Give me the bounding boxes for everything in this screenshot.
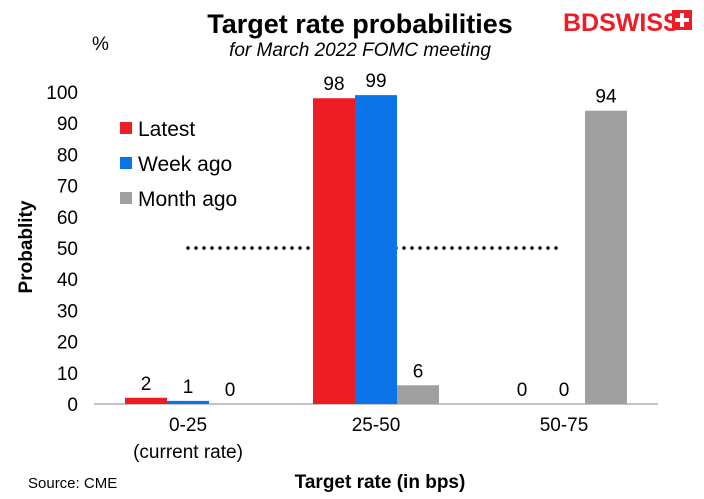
brand-cross-icon-h [675,18,689,22]
y-axis-ticks: 0 10 20 30 40 50 60 70 80 90 100 [46,83,78,416]
y-axis-title: Probablity [16,200,37,293]
x-axis-ticks: 0-25 (current rate) 25-50 50-75 [133,415,588,463]
bar-data-label: 94 [595,87,617,108]
bar-data-label: 6 [413,361,424,382]
y-tick-label: 10 [57,364,78,385]
y-tick-label: 100 [46,83,78,104]
bar-data-label: 2 [141,374,152,395]
y-tick-label: 50 [57,239,78,260]
x-tick-label-line2: (current rate) [133,442,243,463]
bar [397,385,439,404]
y-tick-label: 0 [67,395,78,416]
y-tick-label: 70 [57,177,78,198]
x-tick-label: 50-75 [540,415,589,436]
legend-swatch [120,122,132,134]
y-tick-label: 40 [57,270,78,291]
legend-label: Week ago [138,153,232,176]
source-note: Source: CME [28,475,117,492]
bar-data-label: 0 [225,380,236,401]
bar [313,98,355,405]
x-axis-title: Target rate (in bps) [295,472,466,493]
bars [125,95,627,405]
y-tick-label: 90 [57,114,78,135]
bar [125,397,167,404]
y-tick-label: 20 [57,333,78,354]
data-labels: 2 1 0 98 99 6 0 0 94 [141,71,617,401]
x-tick-label: 0-25 [169,415,207,436]
bar [355,95,397,405]
bar-data-label: 98 [323,74,344,95]
legend-label: Latest [138,118,195,141]
bar-data-label: 0 [517,380,528,401]
legend-label: Month ago [138,188,237,211]
legend-swatch [120,192,132,204]
brand-logo-bd: BD [563,9,599,37]
bar [167,400,209,404]
y-tick-label: 80 [57,145,78,166]
bar-data-label: 0 [559,380,570,401]
chart-title: Target rate probabilities [207,9,513,39]
bar [585,110,627,404]
bar-data-label: 1 [183,377,194,398]
y-tick-label: 60 [57,208,78,229]
brand-logo-text: BDSWISS [563,9,680,37]
legend-swatch [120,157,132,169]
brand-logo: BDSWISS [563,9,692,37]
chart-subtitle: for March 2022 FOMC meeting [229,40,491,61]
legend: Latest Week ago Month ago [120,118,237,211]
bar-data-label: 99 [365,71,386,92]
y-tick-label: 30 [57,301,78,322]
x-tick-label: 25-50 [352,415,401,436]
y-unit-label: % [92,34,109,55]
brand-logo-swiss: SWISS [599,9,680,37]
